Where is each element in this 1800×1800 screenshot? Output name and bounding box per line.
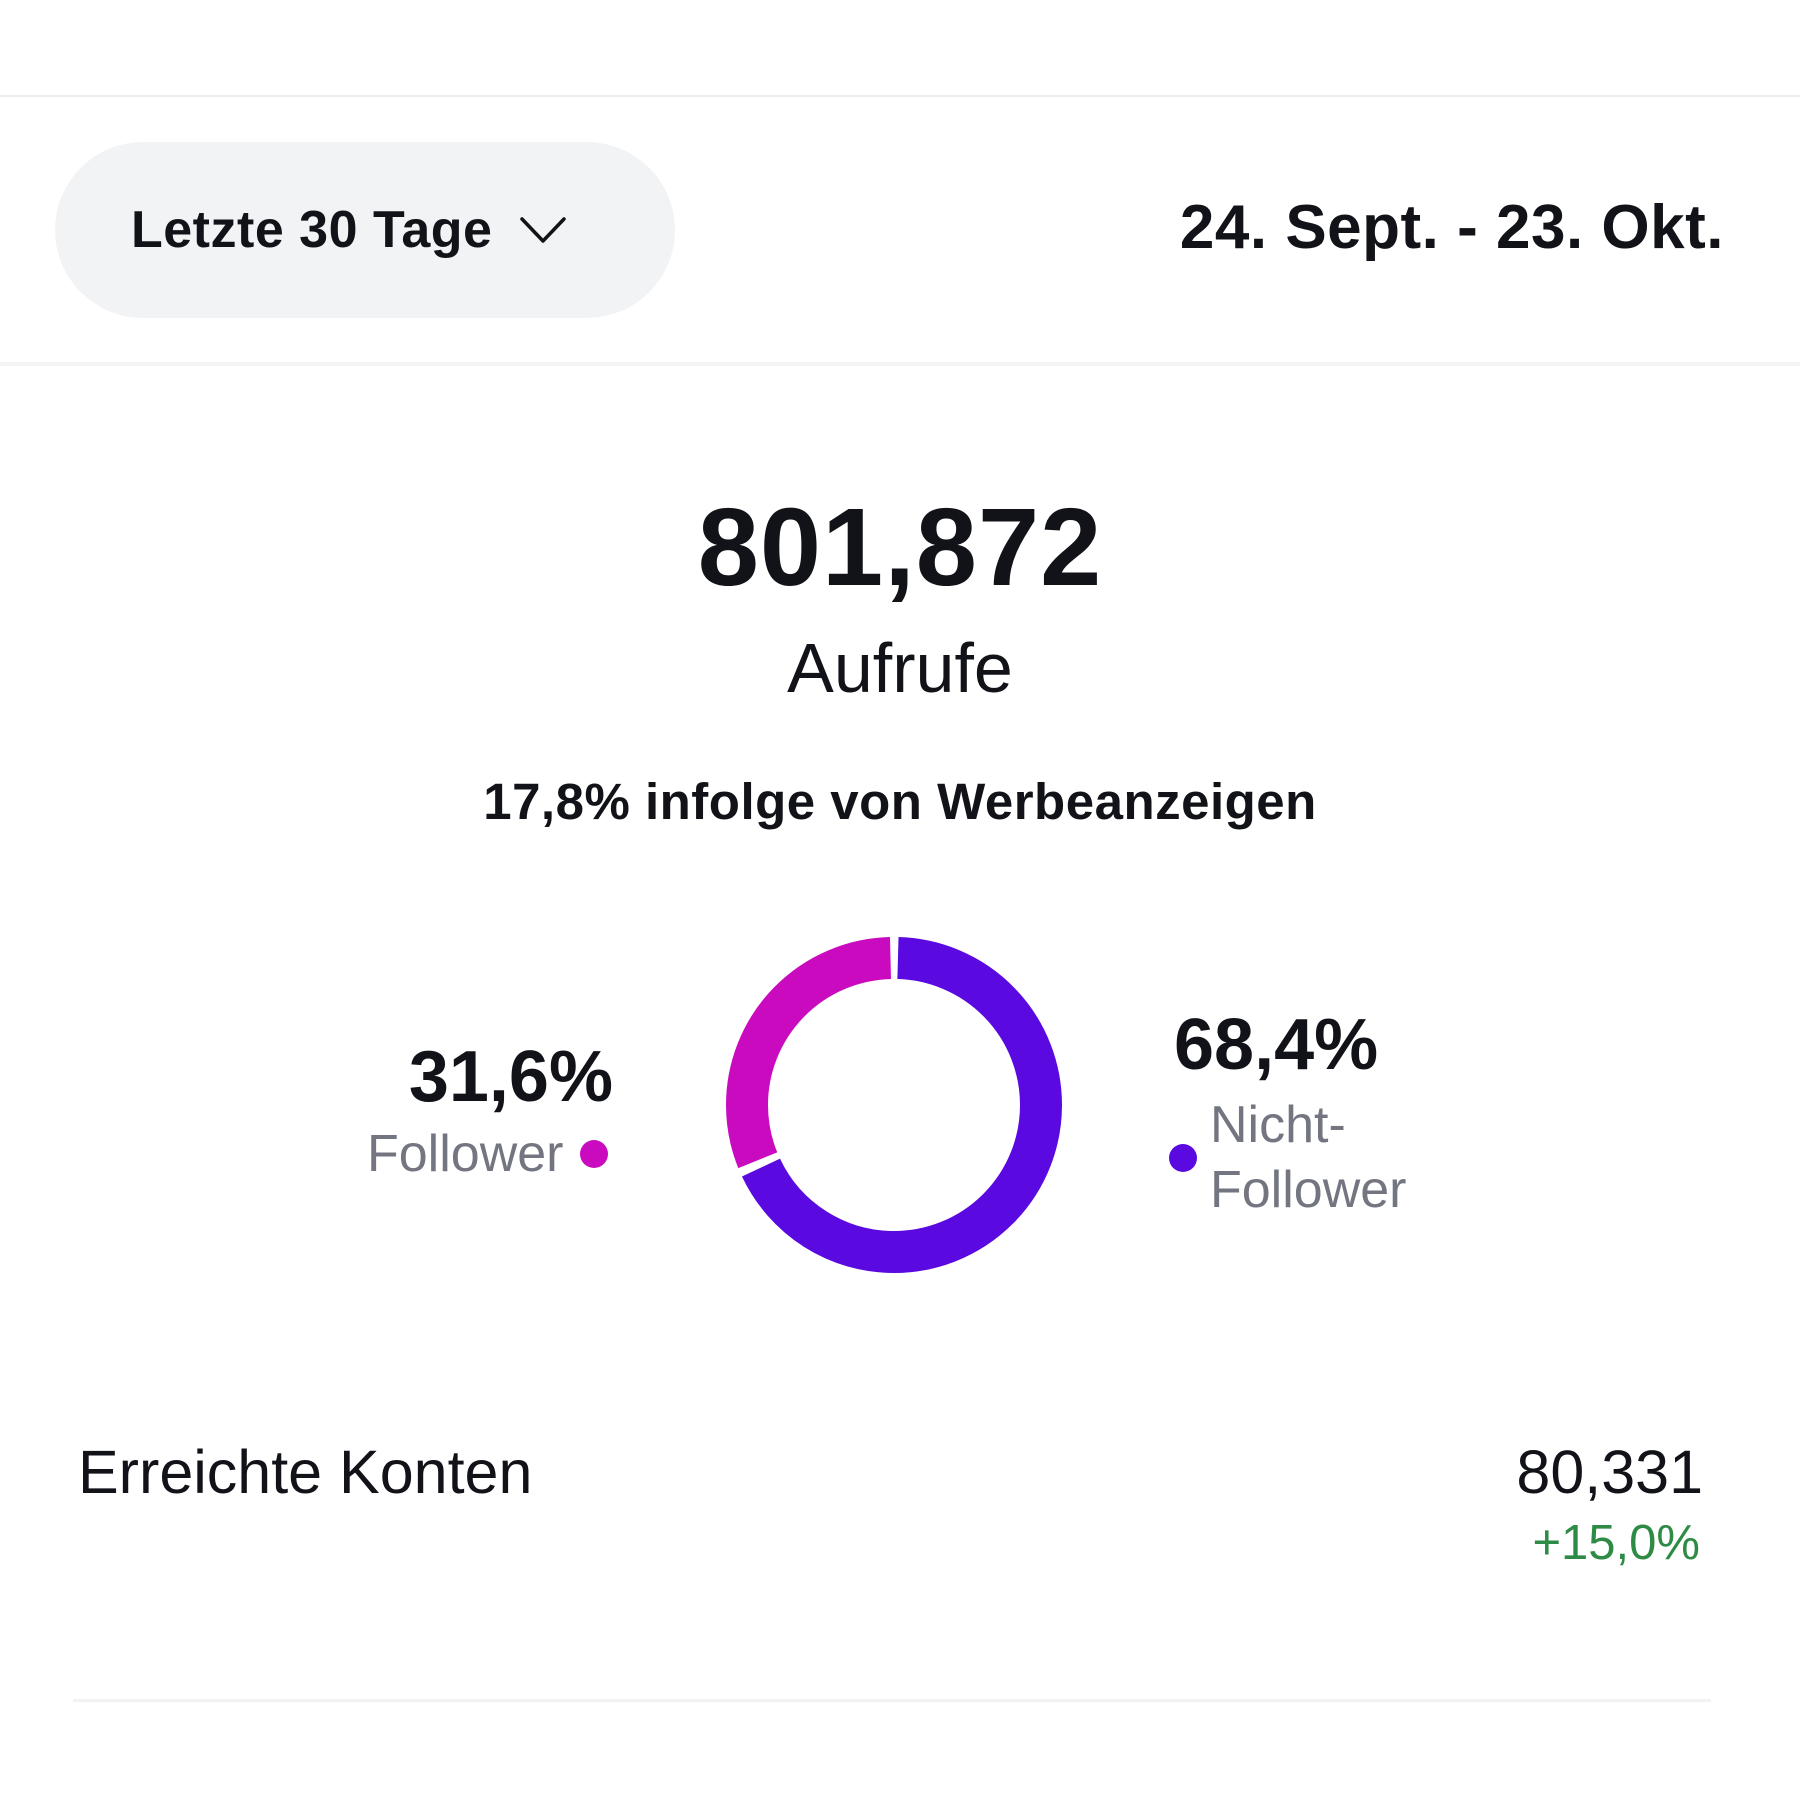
non-followers-label-line1: Nicht-: [1210, 1096, 1346, 1154]
non-followers-segment: [726, 937, 1062, 1273]
followers-percent: 31,6%: [408, 1037, 613, 1117]
followers-dot-icon: [579, 1140, 608, 1168]
bottom-divider: [73, 1699, 1711, 1702]
section-divider: [0, 362, 1800, 366]
total-views-label: Aufrufe: [787, 629, 1013, 707]
top-divider: [0, 95, 1800, 97]
date-range-dropdown-label: Letzte 30 Tage: [131, 201, 493, 259]
chevron-down-icon: [520, 217, 567, 243]
reached-accounts-change: +15,0%: [1532, 1516, 1700, 1570]
date-range-dropdown[interactable]: Letzte 30 Tage: [55, 142, 675, 318]
non-followers-dot-icon: [1169, 1144, 1197, 1172]
date-range-text: 24. Sept. - 23. Okt.: [1179, 193, 1724, 262]
non-followers-legend-label: Nicht- Follower: [1210, 1093, 1407, 1223]
followers-donut-chart: [726, 937, 1062, 1273]
reached-accounts-value: 80,331: [1516, 1438, 1703, 1506]
non-followers-label-line2: Follower: [1210, 1161, 1407, 1219]
non-followers-legend: Nicht- Follower: [1169, 1093, 1407, 1223]
followers-legend: Follower: [367, 1124, 608, 1184]
ads-share-note: 17,8% infolge von Werbeanzeigen: [483, 773, 1317, 830]
non-followers-percent: 68,4%: [1174, 1005, 1379, 1085]
followers-legend-label: Follower: [367, 1125, 564, 1183]
reached-accounts-label: Erreichte Konten: [78, 1438, 533, 1506]
total-views-value: 801,872: [697, 486, 1103, 609]
followers-segment: [726, 937, 1062, 1273]
